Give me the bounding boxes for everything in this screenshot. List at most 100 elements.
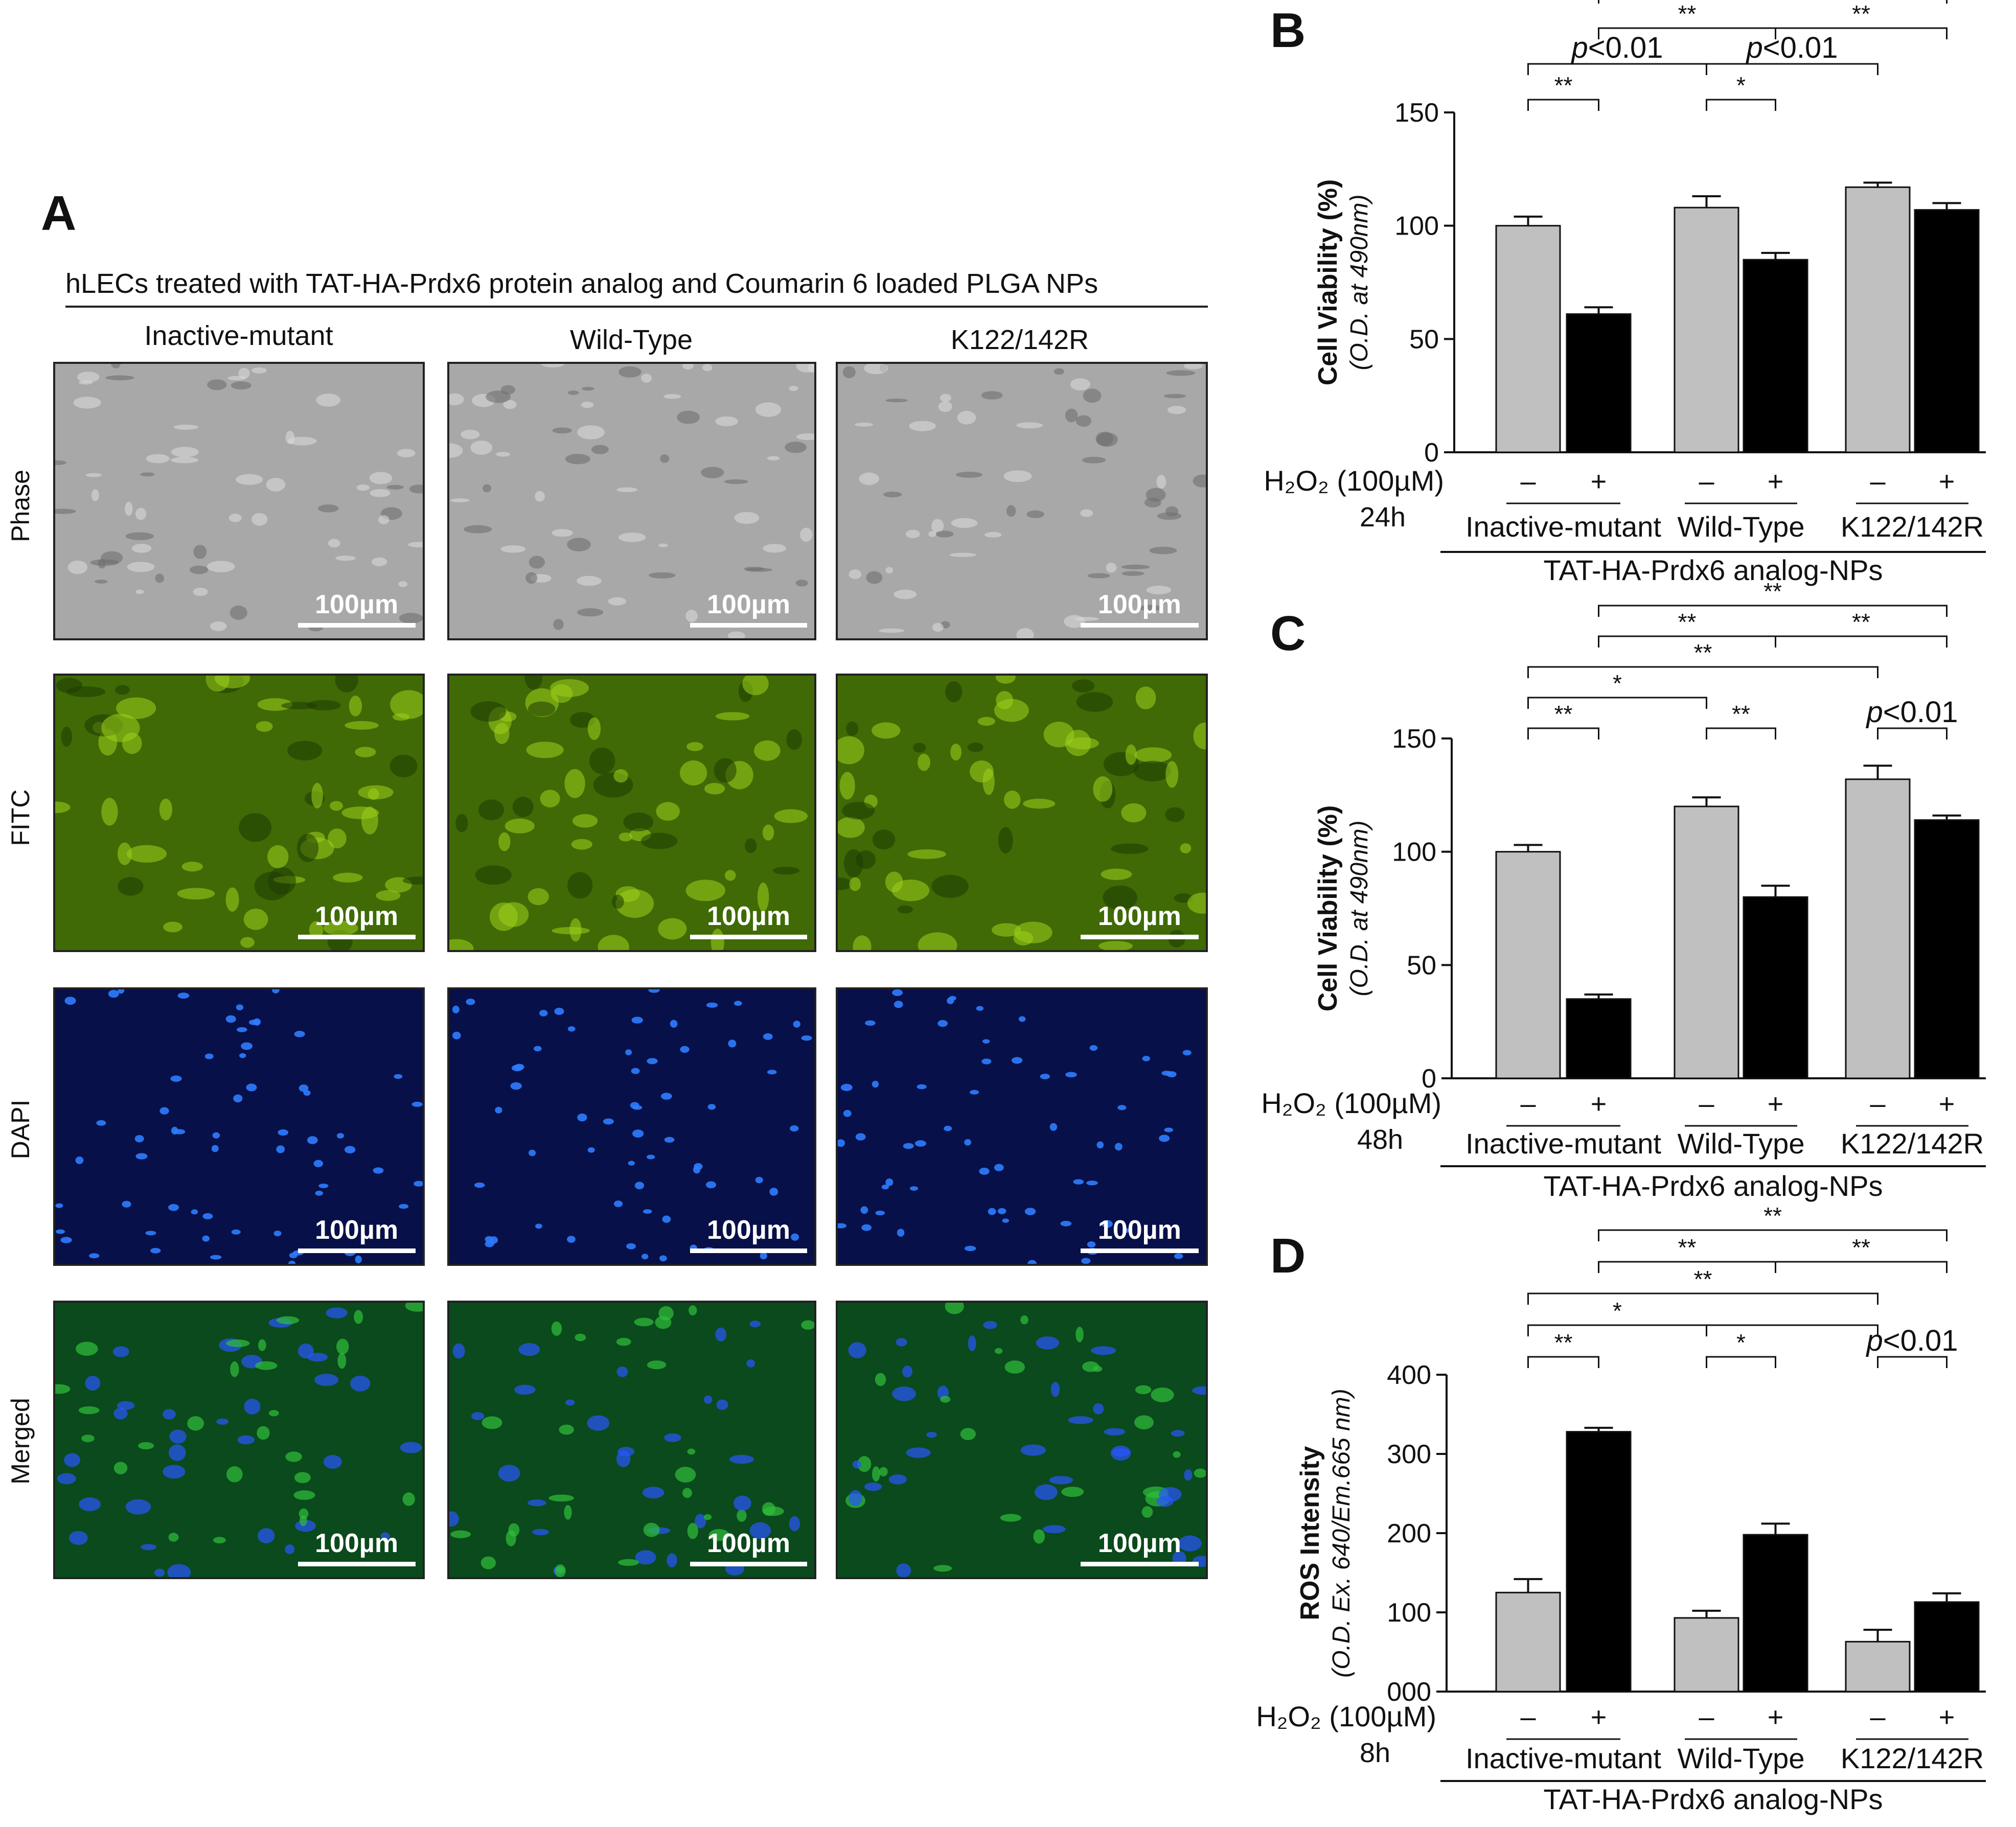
group-label: Inactive-mutant: [1465, 1742, 1661, 1774]
significance-label: **: [1678, 609, 1697, 635]
significance-bracket: [1598, 605, 1948, 617]
column-label-wild-type: Wild-Type: [569, 325, 693, 355]
scale-bar: 100µm: [1081, 1217, 1199, 1253]
scale-bar-line: [297, 622, 416, 628]
column-label-inactive: Inactive-mutant: [144, 320, 333, 351]
significance-bracket: [1706, 63, 1878, 75]
panel-label-a: A: [41, 186, 77, 241]
significance-bracket: [1706, 99, 1776, 111]
significance-bracket: [1527, 727, 1599, 739]
significance-label: p<0.01: [1745, 31, 1838, 64]
significance-bracket: [1598, 1261, 1776, 1273]
bar: [1495, 1591, 1561, 1693]
panel-label-b: B: [1270, 3, 1306, 58]
y-tick-label: 50: [1407, 951, 1436, 980]
group-label: K122/142R: [1841, 1742, 1984, 1774]
scale-bar: 100µm: [690, 1217, 807, 1253]
micrograph-texture: [55, 1303, 423, 1577]
scale-bar-line: [1081, 934, 1199, 939]
significance-label: **: [1678, 1234, 1697, 1261]
y-tick-label: 50: [1409, 325, 1439, 354]
bar: [1914, 1601, 1980, 1693]
bar: [1495, 851, 1561, 1079]
row-label-phase: Phase: [6, 470, 35, 542]
group-label: K122/142R: [1841, 1127, 1984, 1160]
micrograph-texture: [452, 989, 812, 1262]
micrograph-fitc-inactive-mutant: 100µm: [53, 674, 425, 952]
dose-sign: –: [1520, 466, 1536, 497]
bar: [1845, 778, 1911, 1079]
significance-label: **: [1852, 1234, 1870, 1261]
y-tick-label: 400: [1387, 1360, 1431, 1390]
dose-sign: –: [1699, 466, 1714, 497]
dose-sign: +: [1591, 1702, 1607, 1732]
significance-label: **: [1694, 639, 1712, 666]
significance-bracket: [1527, 666, 1878, 678]
micrograph-texture: [449, 364, 814, 638]
scale-bar-line: [690, 622, 807, 628]
significance-label: **: [1763, 1202, 1782, 1229]
significance-label: *: [1613, 1298, 1622, 1324]
group-title: TAT-HA-Prdx6 analog-NPs: [1544, 1783, 1883, 1815]
column-label-k122: K122/142R: [950, 325, 1089, 355]
dose-sign: –: [1520, 1702, 1536, 1732]
micrograph-texture: [838, 676, 1206, 950]
bar: [1845, 1640, 1911, 1693]
micrograph-merged-wild-type: 100µm: [447, 1301, 816, 1579]
row-label-fitc: FITC: [6, 789, 35, 846]
micrograph-phase-k122-142r: 100µm: [836, 362, 1208, 640]
dose-sign: +: [1768, 466, 1784, 497]
scale-bar-label: 100µm: [707, 1528, 790, 1558]
y-axis-label: Cell Viability (%): [1313, 805, 1343, 1012]
dose-sign: +: [1939, 1089, 1955, 1119]
scale-bar-label: 100µm: [315, 901, 399, 931]
dose-sign: +: [1768, 1702, 1784, 1732]
micrograph-texture: [55, 364, 423, 632]
treatment-label: H₂O₂ (100µM): [1261, 1087, 1441, 1119]
significance-bracket: [1527, 1292, 1878, 1305]
significance-bracket: [1706, 727, 1776, 739]
micrograph-texture: [55, 676, 423, 950]
group-label: K122/142R: [1841, 511, 1984, 543]
bar: [1845, 186, 1911, 453]
group-label: Inactive-mutant: [1465, 1127, 1661, 1160]
group-title: TAT-HA-Prdx6 analog-NPs: [1544, 1170, 1883, 1202]
significance-label: **: [1554, 1329, 1573, 1356]
significance-label: p<0.01: [1865, 696, 1958, 729]
dose-sign: –: [1870, 466, 1885, 497]
significance-bracket: [1598, 635, 1776, 647]
group-label: Wild-Type: [1678, 1127, 1805, 1160]
dose-sign: –: [1520, 1089, 1536, 1119]
y-tick-label: 100: [1394, 212, 1439, 241]
micrograph-texture: [55, 989, 423, 1264]
scale-bar-line: [1081, 622, 1199, 628]
significance-label: **: [1554, 701, 1573, 727]
scale-bar: 100µm: [1081, 1530, 1199, 1566]
micrograph-texture: [449, 676, 808, 950]
micrograph-texture: [845, 1303, 1206, 1577]
bar: [1566, 313, 1632, 453]
significance-bracket: [1877, 1356, 1948, 1368]
scale-bar-line: [1081, 1561, 1199, 1566]
scale-bar: 100µm: [690, 903, 807, 939]
y-axis-sublabel: (O.D. at 490nm): [1346, 194, 1373, 370]
significance-bracket: [1527, 99, 1599, 111]
dose-sign: +: [1591, 1089, 1607, 1119]
scale-bar-line: [297, 1248, 416, 1253]
y-axis-sublabel: (O.D. at 490nm): [1346, 820, 1373, 996]
significance-bracket: [1598, 1229, 1948, 1241]
panel-a-header: hLECs treated with TAT-HA-Prdx6 protein …: [65, 268, 1098, 299]
scale-bar-line: [690, 934, 807, 939]
significance-bracket: [1706, 1324, 1878, 1336]
significance-label: **: [1678, 1, 1697, 27]
scale-bar-line: [297, 1561, 416, 1566]
micrograph-texture: [449, 1305, 814, 1577]
significance-label: *: [1736, 1329, 1746, 1356]
scale-bar-label: 100µm: [1097, 589, 1181, 619]
scale-bar: 100µm: [297, 1530, 416, 1566]
scale-bar-label: 100µm: [707, 901, 790, 931]
y-tick-label: 0: [1422, 1064, 1436, 1094]
y-tick-label: 200: [1387, 1519, 1431, 1548]
significance-bracket: [1775, 635, 1948, 647]
bar: [1914, 819, 1980, 1079]
